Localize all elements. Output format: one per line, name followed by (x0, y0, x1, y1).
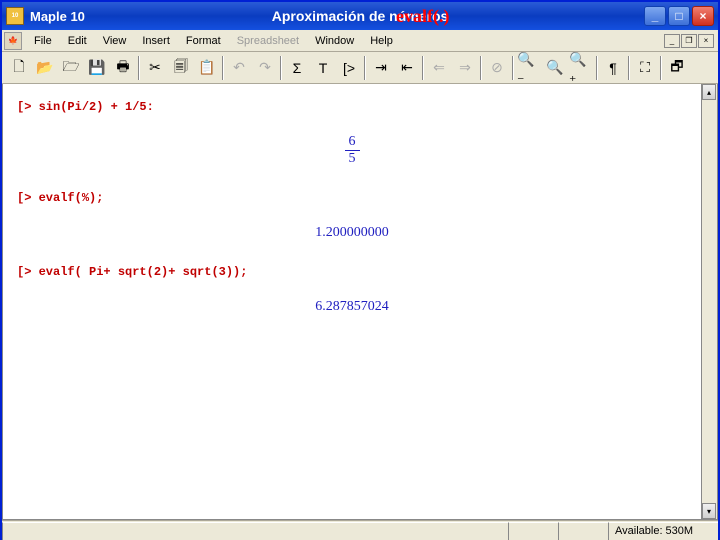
output-value: 6.287857024 (17, 299, 687, 315)
statusbar: Available: 530M (2, 520, 718, 540)
scroll-down-button[interactable]: ▾ (702, 503, 716, 519)
toolbar-separator (222, 56, 224, 80)
vertical-scrollbar[interactable]: ▴ ▾ (701, 84, 717, 519)
menu-insert[interactable]: Insert (134, 33, 178, 49)
menu-help[interactable]: Help (362, 33, 401, 49)
output-fraction: 65 (17, 134, 687, 167)
open-url-icon[interactable]: 🗁 (58, 55, 84, 81)
text-icon[interactable]: T (310, 55, 336, 81)
indent-icon[interactable]: ⇥ (368, 55, 394, 81)
maximize-button[interactable]: □ (668, 6, 690, 26)
cut-icon[interactable]: ✂ (142, 55, 168, 81)
toolbar-separator (628, 56, 630, 80)
paste-icon[interactable]: 📋 (194, 55, 220, 81)
maple-icon: 🍁 (4, 32, 22, 50)
content-area: [> sin(Pi/2) + 1/5: 65 [> evalf(%); 1.20000… (2, 84, 718, 520)
input-prompt[interactable]: [> evalf( Pi+ sqrt(2)+ sqrt(3)); (17, 265, 687, 279)
redo-icon[interactable]: ↷ (252, 55, 278, 81)
menu-format[interactable]: Format (178, 33, 229, 49)
prompt-icon[interactable]: [> (336, 55, 362, 81)
print-icon[interactable]: 🖶 (110, 55, 136, 81)
zoom-100-icon[interactable]: 🔍 (542, 55, 568, 81)
restore-icon[interactable]: 🗗 (664, 55, 690, 81)
minimize-button[interactable]: _ (644, 6, 666, 26)
toolbar-separator (280, 56, 282, 80)
menu-spreadsheet[interactable]: Spreadsheet (229, 33, 307, 49)
output-value: 1.200000000 (17, 225, 687, 241)
document[interactable]: [> sin(Pi/2) + 1/5: 65 [> evalf(%); 1.20000… (3, 84, 701, 519)
overlay-text: evalf(.) (396, 6, 449, 27)
pilcrow-icon[interactable]: ¶ (600, 55, 626, 81)
status-panel-2 (558, 522, 608, 540)
input-prompt[interactable]: [> sin(Pi/2) + 1/5: (17, 100, 687, 114)
stop-icon[interactable]: ⊘ (484, 55, 510, 81)
toolbar-separator (422, 56, 424, 80)
mdi-controls: _ ❐ × (664, 34, 716, 48)
window-controls: _ □ × (644, 6, 714, 26)
undo-icon[interactable]: ↶ (226, 55, 252, 81)
menubar: 🍁 FileEditViewInsertFormatSpreadsheetWin… (2, 30, 718, 52)
window-title: Maple 10 (30, 9, 85, 24)
mdi-minimize-button[interactable]: _ (664, 34, 680, 48)
toolbar: 🗋📂🗁💾🖶✂🗐📋↶↷ΣT[>⇥⇤⇐⇒⊘🔍₋🔍🔍₊¶⛶🗗 (2, 52, 718, 84)
mdi-restore-button[interactable]: ❐ (681, 34, 697, 48)
save-icon[interactable]: 💾 (84, 55, 110, 81)
app-icon: 10 (6, 7, 24, 25)
zoom-in-icon[interactable]: 🔍₊ (568, 55, 594, 81)
toolbar-separator (596, 56, 598, 80)
back-icon[interactable]: ⇐ (426, 55, 452, 81)
menu-view[interactable]: View (95, 33, 135, 49)
toolbar-separator (364, 56, 366, 80)
new-doc-icon[interactable]: 🗋 (6, 55, 32, 81)
open-icon[interactable]: 📂 (32, 55, 58, 81)
toolbar-separator (512, 56, 514, 80)
status-available: Available: 530M (608, 522, 718, 540)
expand-icon[interactable]: ⛶ (632, 55, 658, 81)
mdi-close-button[interactable]: × (698, 34, 714, 48)
toolbar-separator (138, 56, 140, 80)
status-message (2, 522, 508, 540)
toolbar-separator (660, 56, 662, 80)
toolbar-separator (480, 56, 482, 80)
sigma-icon[interactable]: Σ (284, 55, 310, 81)
forward-icon[interactable]: ⇒ (452, 55, 478, 81)
input-prompt[interactable]: [> evalf(%); (17, 191, 687, 205)
scroll-up-button[interactable]: ▴ (702, 84, 716, 100)
status-panel-1 (508, 522, 558, 540)
menu-window[interactable]: Window (307, 33, 362, 49)
zoom-out-icon[interactable]: 🔍₋ (516, 55, 542, 81)
copy-icon[interactable]: 🗐 (168, 55, 194, 81)
menu-file[interactable]: File (26, 33, 60, 49)
outdent-icon[interactable]: ⇤ (394, 55, 420, 81)
close-button[interactable]: × (692, 6, 714, 26)
menu-edit[interactable]: Edit (60, 33, 95, 49)
titlebar: 10 Maple 10 Aproximación de números eval… (2, 2, 718, 30)
